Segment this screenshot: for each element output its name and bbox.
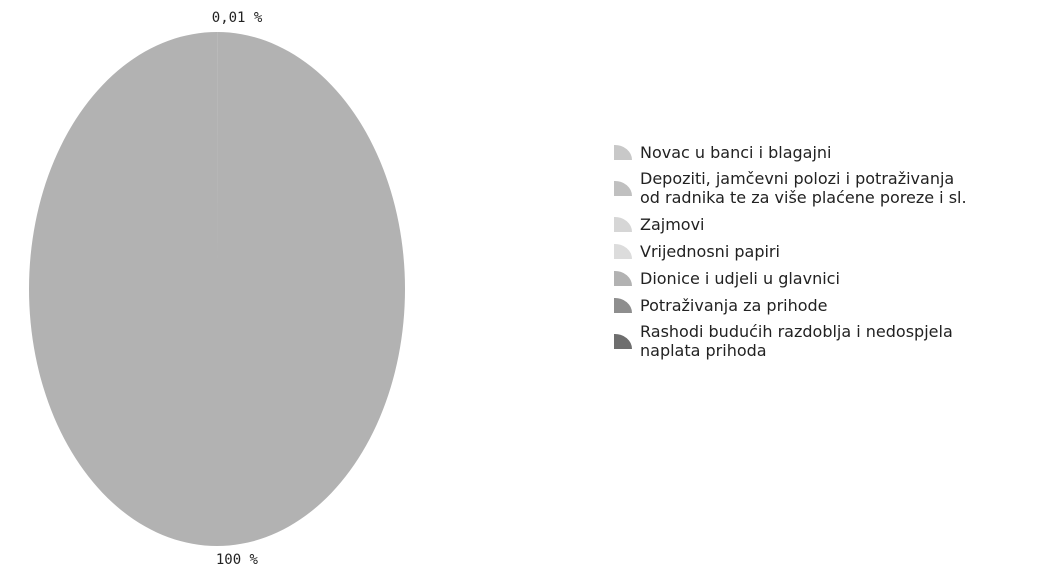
legend-swatch [614,144,632,160]
data-label: 0,01 % [212,10,263,26]
legend-swatch [614,270,632,286]
legend-icon [614,243,632,259]
data-label: 100 % [216,552,259,565]
legend-item: Dionice i udjeli u glavnici [612,268,967,288]
legend-icon [614,216,632,232]
legend-label: Depoziti, jamčevni polozi i potraživanja… [640,169,967,207]
legend-item: Zajmovi [612,214,967,234]
legend-label: Novac u banci i blagajni [640,142,832,162]
legend-label: Potraživanja za prihode [640,295,828,315]
legend-swatch [614,216,632,232]
legend-swatch [614,333,632,349]
legend-icon [614,180,632,196]
pie-chart: 0,01 % 100 % [29,10,406,565]
legend-item: Potraživanja za prihode [612,295,967,315]
legend-swatch [614,297,632,313]
legend-label: Rashodi budućih razdoblja i nedospjela n… [640,322,953,360]
legend-icon [614,333,632,349]
legend-label: Vrijednosni papiri [640,241,780,261]
legend-item: Novac u banci i blagajni [612,142,967,162]
legend: Novac u banci i blagajni Depoziti, jamčev… [612,142,967,360]
legend-icon [614,144,632,160]
legend-icon [614,270,632,286]
legend-item: Depoziti, jamčevni polozi i potraživanja… [612,169,967,207]
legend-swatch [614,243,632,259]
legend-icon [614,297,632,313]
legend-swatch [614,180,632,196]
pie-slice [29,32,406,546]
legend-item: Vrijednosni papiri [612,241,967,261]
legend-label: Dionice i udjeli u glavnici [640,268,840,288]
legend-label: Zajmovi [640,214,705,234]
legend-item: Rashodi budućih razdoblja i nedospjela n… [612,322,967,360]
